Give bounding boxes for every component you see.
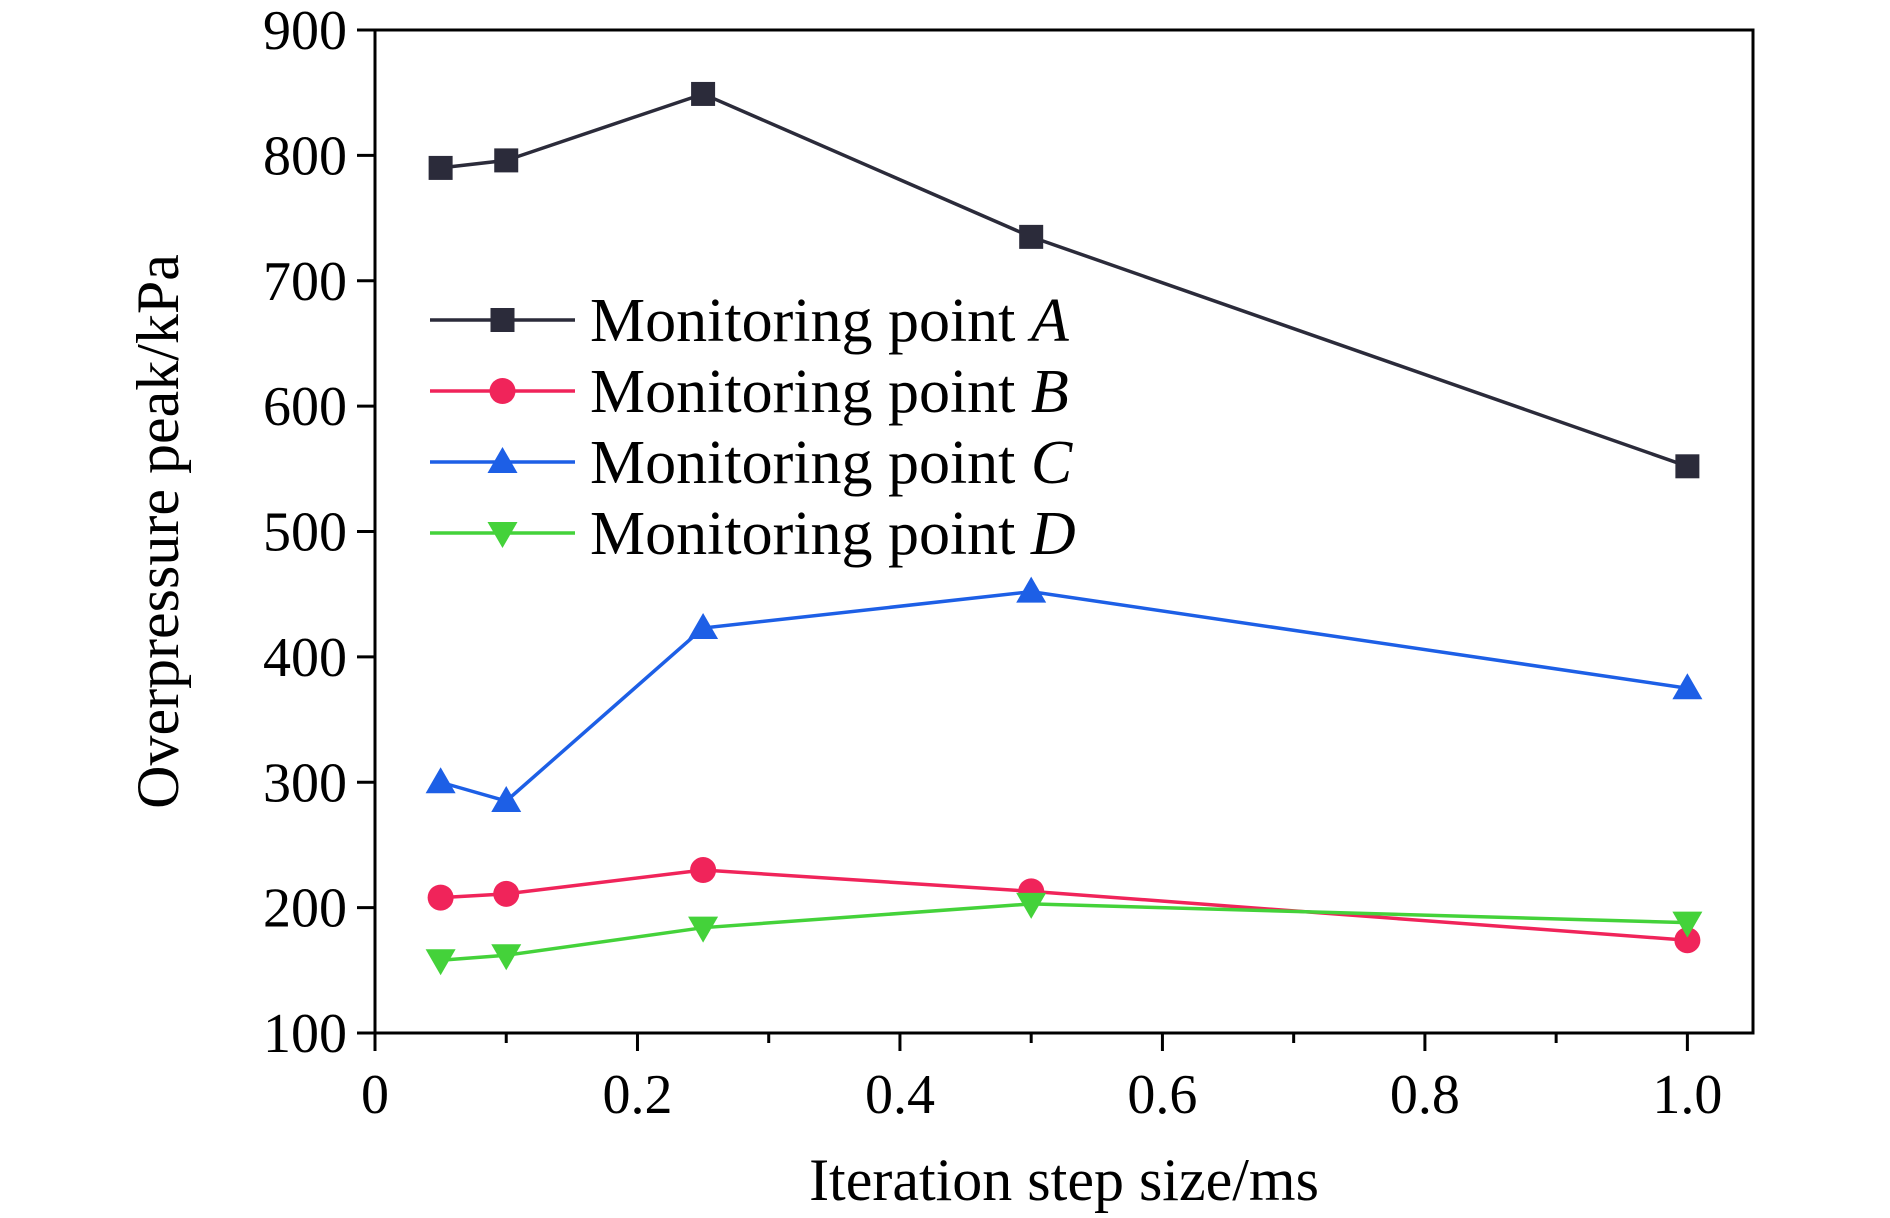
data-point bbox=[1672, 911, 1703, 938]
x-axis-ticks: 0 0.2 0.4 0.6 0.8 1.0 bbox=[361, 1033, 1722, 1126]
data-point bbox=[428, 155, 453, 180]
legend-item: Monitoring point C bbox=[430, 429, 1073, 497]
data-point bbox=[494, 148, 519, 173]
data-point bbox=[493, 880, 520, 907]
legend-marker bbox=[490, 308, 515, 332]
data-point bbox=[1016, 576, 1047, 603]
legend-label: Monitoring point C bbox=[590, 429, 1073, 497]
y-tick-label: 800 bbox=[263, 125, 347, 187]
series-a bbox=[428, 81, 1700, 479]
legend-label: Monitoring point D bbox=[590, 500, 1076, 568]
legend-item: Monitoring point B bbox=[430, 358, 1069, 426]
legend-item: Monitoring point D bbox=[430, 500, 1076, 568]
y-axis-ticks: 100 200 300 400 500 600 700 800 900 bbox=[263, 0, 375, 1065]
x-axis-title: Iteration step size/ms bbox=[809, 1147, 1319, 1213]
legend-label-italic: B bbox=[1031, 358, 1069, 426]
data-point bbox=[425, 767, 456, 794]
data-point bbox=[491, 944, 522, 971]
x-tick-label: 0.2 bbox=[602, 1064, 672, 1126]
legend-label-text: Monitoring point bbox=[590, 358, 1031, 426]
y-tick-label: 500 bbox=[263, 502, 347, 564]
legend-marker bbox=[487, 522, 518, 548]
legend-label-italic: A bbox=[1027, 287, 1070, 355]
x-tick-label: 0.6 bbox=[1127, 1064, 1197, 1126]
legend-marker bbox=[487, 447, 518, 473]
y-tick-label: 600 bbox=[263, 376, 347, 438]
y-axis-title: Overpressure peak/kPa bbox=[125, 254, 191, 809]
y-tick-label: 200 bbox=[263, 878, 347, 940]
y-tick-label: 300 bbox=[263, 752, 347, 814]
plot-series bbox=[425, 81, 1703, 976]
y-tick-label: 900 bbox=[263, 0, 347, 62]
series-d bbox=[425, 892, 1703, 976]
legend-label-text: Monitoring point bbox=[590, 429, 1031, 497]
legend-item: Monitoring point A bbox=[430, 287, 1070, 355]
data-point bbox=[1672, 673, 1703, 700]
data-point bbox=[491, 786, 522, 813]
legend-label-text: Monitoring point bbox=[590, 500, 1031, 568]
series-c bbox=[425, 576, 1703, 813]
y-tick-label: 100 bbox=[263, 1003, 347, 1065]
data-point bbox=[690, 857, 717, 884]
legend-label-italic: D bbox=[1030, 500, 1076, 568]
x-tick-label: 0 bbox=[361, 1064, 389, 1126]
x-tick-label: 0.8 bbox=[1390, 1064, 1460, 1126]
data-point bbox=[688, 916, 719, 943]
y-tick-label: 700 bbox=[263, 251, 347, 313]
data-point bbox=[1019, 224, 1044, 249]
data-point bbox=[691, 81, 716, 106]
legend-label-text: Monitoring point bbox=[590, 287, 1031, 355]
y-tick-label: 400 bbox=[263, 627, 347, 689]
data-point bbox=[688, 613, 719, 640]
data-point bbox=[1674, 927, 1701, 954]
series-line bbox=[440, 902, 1688, 963]
legend-label: Monitoring point A bbox=[590, 287, 1070, 355]
data-point bbox=[425, 949, 456, 976]
legend-marker bbox=[489, 378, 516, 404]
data-point bbox=[1675, 454, 1700, 479]
x-tick-label: 1.0 bbox=[1652, 1064, 1722, 1126]
series-line bbox=[440, 589, 1688, 804]
data-point bbox=[1016, 892, 1047, 919]
data-point bbox=[427, 884, 454, 911]
legend-label: Monitoring point B bbox=[590, 358, 1069, 426]
legend-label-italic: C bbox=[1031, 429, 1073, 497]
x-tick-label: 0.4 bbox=[865, 1064, 935, 1126]
